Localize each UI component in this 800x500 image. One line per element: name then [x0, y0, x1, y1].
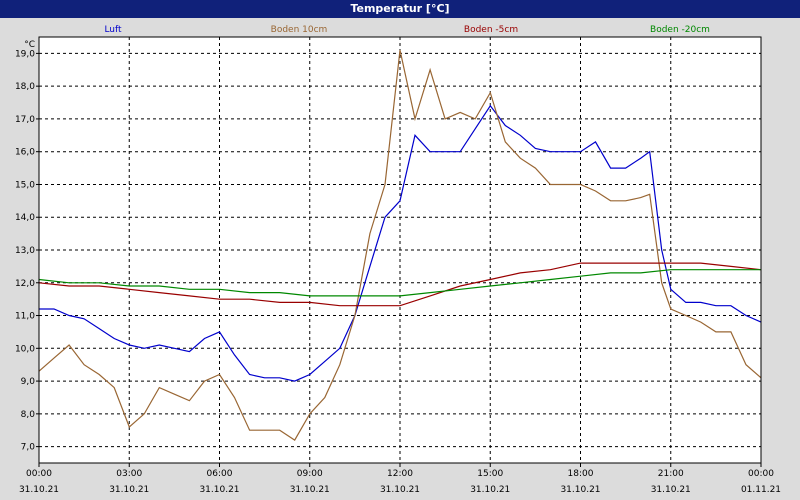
- x-tick-date-label: 31.10.21: [651, 485, 691, 495]
- chart-area: 7,0 8,0 9,0 10,0 11,0 12,0 13,0 14,0 15,0 16,0 17,…: [15, 25, 781, 495]
- y-axis: 7,0 8,0 9,0 10,0 11,0 12,0 13,0 14,0 15,0 16,0 17,…: [15, 40, 39, 453]
- series-line-boden-10cm: [38, 49, 762, 441]
- x-tick-date-label: 31.10.21: [290, 485, 330, 495]
- y-tick-label: 7,0: [21, 443, 36, 453]
- x-tick-date-label: 31.10.21: [19, 485, 59, 495]
- x-axis: 00:00 31.10.21 03:00 31.10.21 06:00 31.10.21 0…: [19, 463, 781, 495]
- y-tick-label: 12,0: [15, 279, 35, 289]
- x-tick-time-label: 00:00: [748, 469, 774, 479]
- x-tick-time-label: 12:00: [387, 469, 413, 479]
- grid-lines: [39, 37, 761, 463]
- legend-entry: Boden -20cm: [650, 25, 710, 35]
- y-tick-label: 9,0: [21, 377, 36, 387]
- x-tick-date-label: 31.10.21: [199, 485, 239, 495]
- x-tick-time-label: 18:00: [568, 469, 594, 479]
- y-tick-label: 18,0: [15, 82, 35, 92]
- legend-entry: Boden -5cm: [464, 25, 518, 35]
- y-tick-label: 15,0: [15, 180, 35, 190]
- chart-title: Temperatur [°C]: [0, 0, 800, 18]
- legend-entry: Boden 10cm: [271, 25, 328, 35]
- x-tick-time-label: 15:00: [477, 469, 503, 479]
- y-tick-label: 8,0: [21, 410, 36, 420]
- y-tick-label: 11,0: [15, 312, 35, 322]
- series-line-boden-20cm: [38, 269, 761, 297]
- x-tick-date-label: 31.10.21: [470, 485, 510, 495]
- y-tick-label: 14,0: [15, 213, 35, 223]
- y-tick-label: 16,0: [15, 148, 35, 158]
- x-tick-date-label: 01.11.21: [741, 485, 781, 495]
- legend-entry: Luft: [104, 25, 122, 35]
- x-tick-date-label: 31.10.21: [380, 485, 420, 495]
- y-tick-label: 19,0: [15, 49, 35, 59]
- x-tick-time-label: 03:00: [116, 469, 142, 479]
- x-tick-date-label: 31.10.21: [560, 485, 600, 495]
- x-tick-time-label: 09:00: [297, 469, 323, 479]
- series-line-boden-5cm: [38, 262, 762, 307]
- series-lines: [38, 49, 762, 441]
- x-tick-time-label: 00:00: [26, 469, 52, 479]
- y-tick-label: 17,0: [15, 115, 35, 125]
- x-tick-time-label: 06:00: [207, 469, 233, 479]
- x-tick-date-label: 31.10.21: [109, 485, 149, 495]
- series-line-luft: [39, 104, 762, 382]
- y-tick-label: 10,0: [15, 344, 35, 354]
- x-tick-time-label: 21:00: [658, 469, 684, 479]
- y-tick-label: 13,0: [15, 246, 35, 256]
- legend: Luft Boden 10cm Boden -5cm Boden -20cm: [104, 25, 710, 35]
- y-axis-unit: °C: [24, 40, 35, 50]
